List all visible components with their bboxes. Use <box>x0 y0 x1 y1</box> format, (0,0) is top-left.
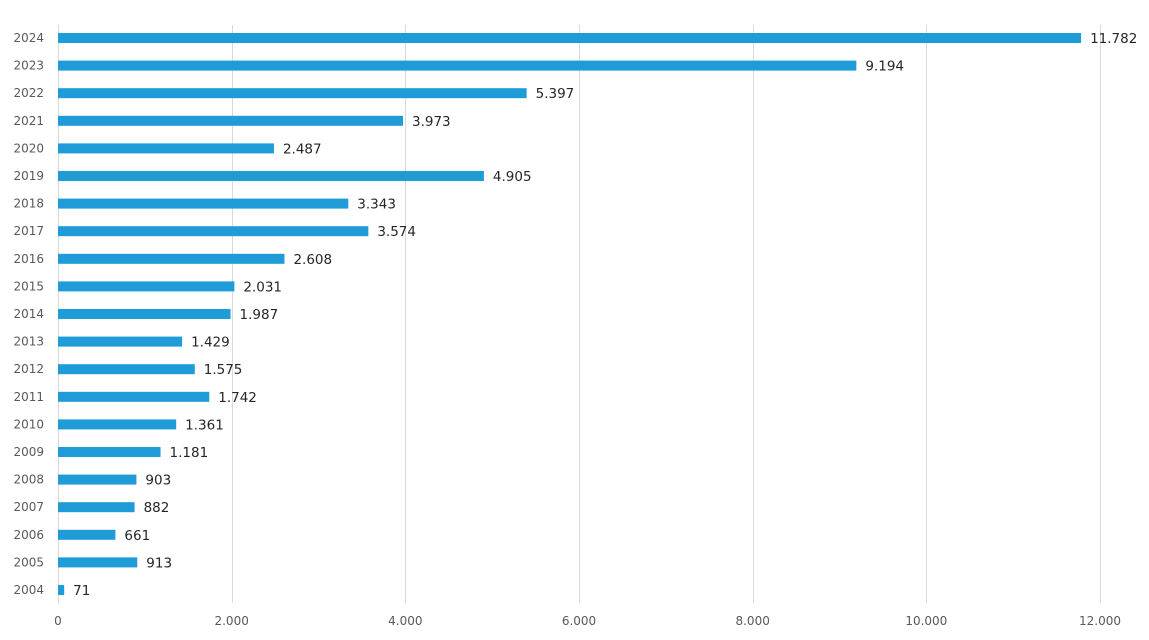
value-label-2007: 882 <box>144 500 170 516</box>
category-label-2024: 2024 <box>13 31 44 45</box>
bar-2021 <box>58 115 403 126</box>
label-layer: 2024 11.782 2023 9.194 2022 5.397 2021 3.973 202… <box>13 31 1137 599</box>
bar-2008 <box>58 474 137 485</box>
bar-2010 <box>58 419 177 430</box>
value-label-2010: 1.361 <box>185 417 224 433</box>
category-label-2021: 2021 <box>13 114 44 128</box>
x-tick-label: 2.000 <box>214 614 248 628</box>
bar-2017 <box>58 226 369 237</box>
category-label-2013: 2013 <box>13 335 44 349</box>
value-label-2024: 11.782 <box>1090 31 1137 47</box>
value-label-2013: 1.429 <box>191 335 230 351</box>
bar-2009 <box>58 447 161 457</box>
bar-2011 <box>58 391 210 402</box>
bar-2007 <box>58 502 135 513</box>
bar-layer <box>58 33 1082 595</box>
value-label-2023: 9.194 <box>865 59 904 75</box>
value-label-2005: 913 <box>146 555 172 571</box>
category-label-2007: 2007 <box>13 500 44 514</box>
category-label-2022: 2022 <box>13 86 44 100</box>
bar-2016 <box>58 253 285 264</box>
bar-2012 <box>58 364 195 375</box>
category-label-2019: 2019 <box>13 169 44 183</box>
x-tick-label: 12.000 <box>1079 614 1121 628</box>
value-label-2018: 3.343 <box>357 197 396 213</box>
bar-2006 <box>58 529 116 540</box>
x-tick-label: 8.000 <box>735 614 769 628</box>
category-label-2020: 2020 <box>13 141 44 155</box>
category-label-2018: 2018 <box>13 197 44 211</box>
value-label-2012: 1.575 <box>204 362 243 378</box>
bar-2014 <box>58 309 231 319</box>
category-label-2012: 2012 <box>13 362 44 376</box>
bar-2005 <box>58 557 138 568</box>
value-label-2009: 1.181 <box>170 445 209 461</box>
category-label-2015: 2015 <box>13 279 44 293</box>
value-label-2004: 71 <box>73 583 90 599</box>
value-label-2017: 3.574 <box>377 224 416 240</box>
bar-2020 <box>58 143 274 154</box>
value-label-2022: 5.397 <box>536 86 575 102</box>
value-label-2020: 2.487 <box>283 141 322 157</box>
x-tick-label: 6.000 <box>562 614 596 628</box>
bar-2024 <box>58 33 1082 43</box>
x-tick-label: 10.000 <box>905 614 947 628</box>
bar-2004 <box>58 585 65 595</box>
category-label-2011: 2011 <box>13 390 44 404</box>
value-label-2016: 2.608 <box>293 252 332 268</box>
category-label-2008: 2008 <box>13 473 44 487</box>
value-label-2006: 661 <box>124 528 150 544</box>
category-label-2004: 2004 <box>13 583 44 597</box>
category-label-2010: 2010 <box>13 417 44 431</box>
value-label-2008: 903 <box>145 473 171 489</box>
category-label-2005: 2005 <box>13 555 44 569</box>
category-label-2023: 2023 <box>13 59 44 73</box>
value-label-2015: 2.031 <box>243 279 282 295</box>
value-label-2019: 4.905 <box>493 169 532 185</box>
category-label-2006: 2006 <box>13 528 44 542</box>
x-axis: 0 2.000 4.000 6.000 8.000 10.000 12.000 <box>54 614 1121 628</box>
bar-2019 <box>58 171 484 181</box>
bar-2018 <box>58 198 349 209</box>
value-label-2014: 1.987 <box>240 307 279 323</box>
x-tick-label: 0 <box>54 614 62 628</box>
bar-2015 <box>58 281 235 292</box>
value-label-2021: 3.973 <box>412 114 451 130</box>
bar-2023 <box>58 60 857 71</box>
category-label-2017: 2017 <box>13 224 44 238</box>
category-label-2009: 2009 <box>13 445 44 459</box>
bar-2022 <box>58 88 527 99</box>
bar-2013 <box>58 336 183 347</box>
category-label-2014: 2014 <box>13 307 44 321</box>
x-tick-label: 4.000 <box>388 614 422 628</box>
value-label-2011: 1.742 <box>218 390 257 406</box>
category-label-2016: 2016 <box>13 252 44 266</box>
